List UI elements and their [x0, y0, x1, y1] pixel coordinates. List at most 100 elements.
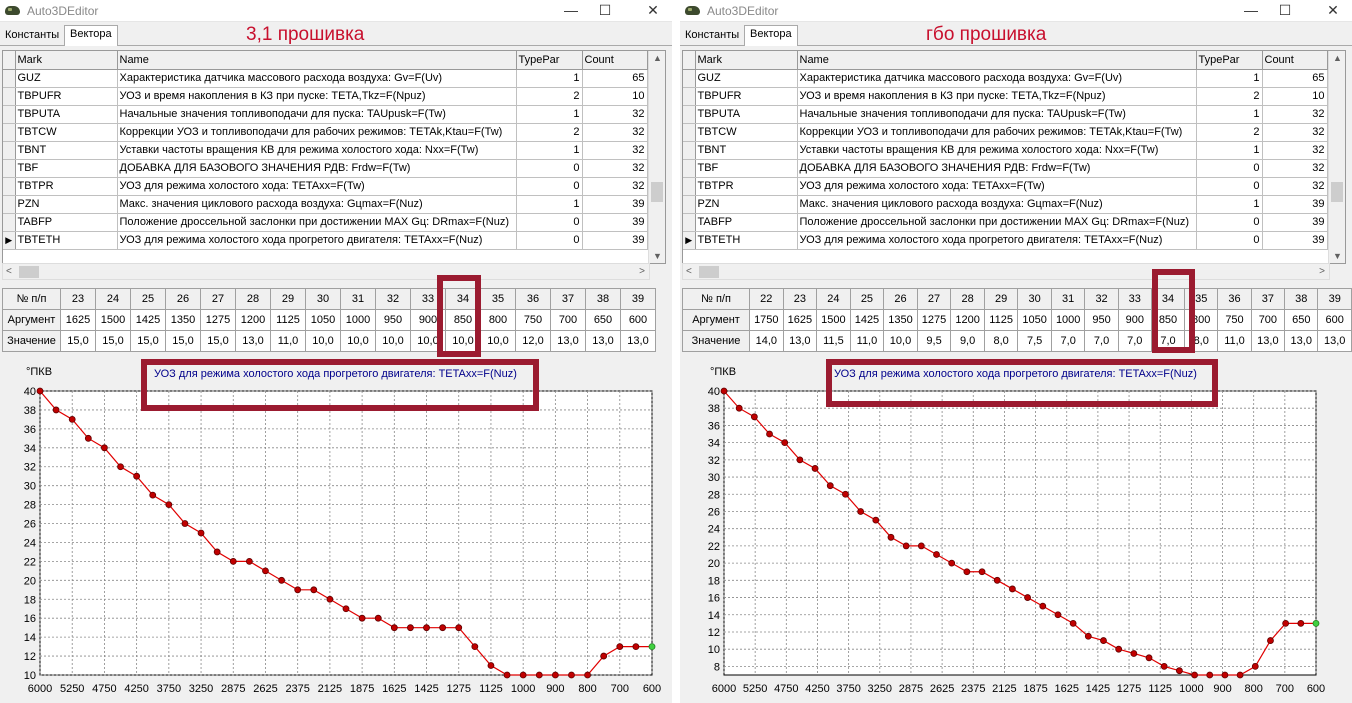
vector-table[interactable]: № п/п 23 24 25 26 27 28 29 30 31 32 33 34 35 36 37 38 39 А… [2, 288, 656, 352]
table-row[interactable]: TBTCW Коррекции УОЗ и топливоподачи для р… [683, 123, 1345, 142]
horizontal-scrollbar[interactable]: < > [682, 263, 1330, 280]
vertical-scrollbar[interactable]: ▲ ▼ [1328, 51, 1345, 263]
table-row[interactable]: TBTPR УОЗ для режима холостого хода: TETA… [3, 177, 665, 196]
value-cell[interactable]: 14,0 [749, 330, 784, 352]
scroll-thumb[interactable] [651, 182, 663, 202]
value-cell[interactable]: 10,0 [480, 330, 516, 352]
table-row[interactable]: TBPUFR УОЗ и время накопления в КЗ при пу… [3, 87, 665, 106]
value-cell[interactable]: 10,0 [445, 330, 481, 352]
scroll-up-icon[interactable]: ▲ [653, 53, 662, 63]
value-cell[interactable]: 13,0 [585, 330, 621, 352]
value-cell[interactable]: 15,0 [95, 330, 131, 352]
column-header-count[interactable]: Count [1262, 51, 1328, 70]
column-header-mark[interactable]: Mark [695, 51, 798, 70]
scroll-left-icon[interactable]: < [686, 266, 692, 277]
vertical-scrollbar[interactable]: ▲ ▼ [648, 51, 665, 263]
y-axis-label: °ПКВ [26, 366, 52, 378]
value-cell[interactable]: 10,0 [305, 330, 341, 352]
column-header-name[interactable]: Name [117, 51, 517, 70]
tab-vectors[interactable]: Вектора [744, 25, 798, 46]
value-cell[interactable]: 13,0 [620, 330, 656, 352]
parameters-grid[interactable]: MarkNameTypeParCountNGUZХарактеристика д… [2, 50, 666, 264]
table-row[interactable]: TBNT Уставки частоты вращения КВ для режи… [683, 141, 1345, 160]
horizontal-scrollbar[interactable]: < > [2, 263, 650, 280]
scroll-down-icon[interactable]: ▼ [653, 251, 662, 261]
value-cell[interactable]: 13,0 [1317, 330, 1352, 352]
value-cell[interactable]: 10,0 [375, 330, 411, 352]
y-tick-label: 26 [708, 506, 720, 518]
value-cell[interactable]: 13,0 [1250, 330, 1286, 352]
maximize-icon[interactable]: ☐ [1278, 2, 1292, 18]
scroll-thumb[interactable] [19, 266, 39, 278]
value-cell[interactable]: 11,0 [1217, 330, 1252, 352]
value-cell[interactable]: 15,0 [165, 330, 201, 352]
maximize-icon[interactable]: ☐ [598, 2, 612, 18]
table-row[interactable]: GUZ Характеристика датчика массового расх… [3, 69, 665, 88]
column-header-count[interactable]: Count [582, 51, 648, 70]
table-row[interactable]: TBF ДОБАВКА ДЛЯ БАЗОВОГО ЗНАЧЕНИЯ РДВ: Fr… [3, 159, 665, 178]
value-cell[interactable]: 7,0 [1050, 330, 1086, 352]
scroll-thumb[interactable] [1331, 182, 1343, 202]
scroll-left-icon[interactable]: < [6, 266, 12, 277]
table-row[interactable]: TBTPR УОЗ для режима холостого хода: TETA… [683, 177, 1345, 196]
value-cell[interactable]: 10,0 [410, 330, 446, 352]
vector-table[interactable]: № п/п 22 23 24 25 26 27 28 29 30 31 32 33 34 35 36 37 38 3… [681, 288, 1352, 352]
value-cell[interactable]: 15,0 [60, 330, 96, 352]
argument-cell: 1200 [950, 309, 985, 331]
table-row[interactable]: TBNT Уставки частоты вращения КВ для режи… [3, 141, 665, 160]
table-row[interactable]: ▶ TBTETH УОЗ для режима холостого хода про… [3, 231, 665, 250]
column-header-mark[interactable]: Mark [15, 51, 118, 70]
column-header-name[interactable]: Name [797, 51, 1197, 70]
table-row[interactable]: TBPUTA Начальные значения топливоподачи д… [683, 105, 1345, 124]
minimize-icon[interactable]: — [564, 2, 578, 18]
value-cell[interactable]: 7,0 [1150, 330, 1186, 352]
value-cell[interactable]: 13,0 [782, 330, 818, 352]
value-cell[interactable]: 11,0 [270, 330, 306, 352]
index-cell: 25 [130, 288, 166, 310]
value-cell[interactable]: 10,0 [883, 330, 918, 352]
value-cell[interactable]: 8,0 [983, 330, 1019, 352]
value-cell[interactable]: 9,0 [950, 330, 985, 352]
value-cell[interactable]: 8,0 [1184, 330, 1219, 352]
cell-count: 32 [1262, 177, 1328, 196]
table-row[interactable]: PZN Макс. значения циклового расхода возд… [683, 195, 1345, 214]
table-row[interactable]: TBF ДОБАВКА ДЛЯ БАЗОВОГО ЗНАЧЕНИЯ РДВ: Fr… [683, 159, 1345, 178]
table-row[interactable]: ▶ TBTETH УОЗ для режима холостого хода про… [683, 231, 1345, 250]
table-row[interactable]: TABFP Положение дроссельной заслонки при … [683, 213, 1345, 232]
value-cell[interactable]: 7,0 [1084, 330, 1119, 352]
table-row[interactable]: TABFP Положение дроссельной заслонки при … [3, 213, 665, 232]
table-row[interactable]: TBPUFR УОЗ и время накопления в КЗ при пу… [683, 87, 1345, 106]
table-row[interactable]: TBTCW Коррекции УОЗ и топливоподачи для р… [3, 123, 665, 142]
tab-vectors[interactable]: Вектора [64, 25, 118, 46]
value-cell[interactable]: 13,0 [1284, 330, 1319, 352]
value-cell[interactable]: 10,0 [340, 330, 376, 352]
column-header-typepar[interactable]: TypePar [516, 51, 583, 70]
cell-count: 32 [1262, 123, 1328, 142]
close-icon[interactable]: ✕ [1327, 2, 1339, 18]
value-cell[interactable]: 15,0 [130, 330, 166, 352]
value-cell[interactable]: 11,0 [849, 330, 885, 352]
value-cell[interactable]: 7,0 [1117, 330, 1152, 352]
table-row[interactable]: PZN Макс. значения циклового расхода возд… [3, 195, 665, 214]
close-icon[interactable]: ✕ [647, 2, 659, 18]
value-cell[interactable]: 9,5 [916, 330, 952, 352]
value-cell[interactable]: 13,0 [550, 330, 586, 352]
value-cell[interactable]: 7,5 [1017, 330, 1052, 352]
scroll-down-icon[interactable]: ▼ [1333, 251, 1342, 261]
minimize-icon[interactable]: — [1244, 2, 1258, 18]
column-header-typepar[interactable]: TypePar [1196, 51, 1263, 70]
scroll-thumb[interactable] [699, 266, 719, 278]
tab-constants[interactable]: Константы [5, 29, 60, 41]
table-row[interactable]: GUZ Характеристика датчика массового расх… [683, 69, 1345, 88]
value-cell[interactable]: 15,0 [200, 330, 236, 352]
table-row[interactable]: TBPUTA Начальные значения топливоподачи д… [3, 105, 665, 124]
argument-cell: 700 [550, 309, 586, 331]
scroll-up-icon[interactable]: ▲ [1333, 53, 1342, 63]
value-cell[interactable]: 11,5 [816, 330, 851, 352]
parameters-grid[interactable]: MarkNameTypeParCountNGUZХарактеристика д… [682, 50, 1346, 264]
scroll-right-icon[interactable]: > [639, 266, 645, 277]
scroll-right-icon[interactable]: > [1319, 266, 1325, 277]
tab-constants[interactable]: Константы [685, 29, 740, 41]
value-cell[interactable]: 13,0 [235, 330, 271, 352]
value-cell[interactable]: 12,0 [515, 330, 551, 352]
